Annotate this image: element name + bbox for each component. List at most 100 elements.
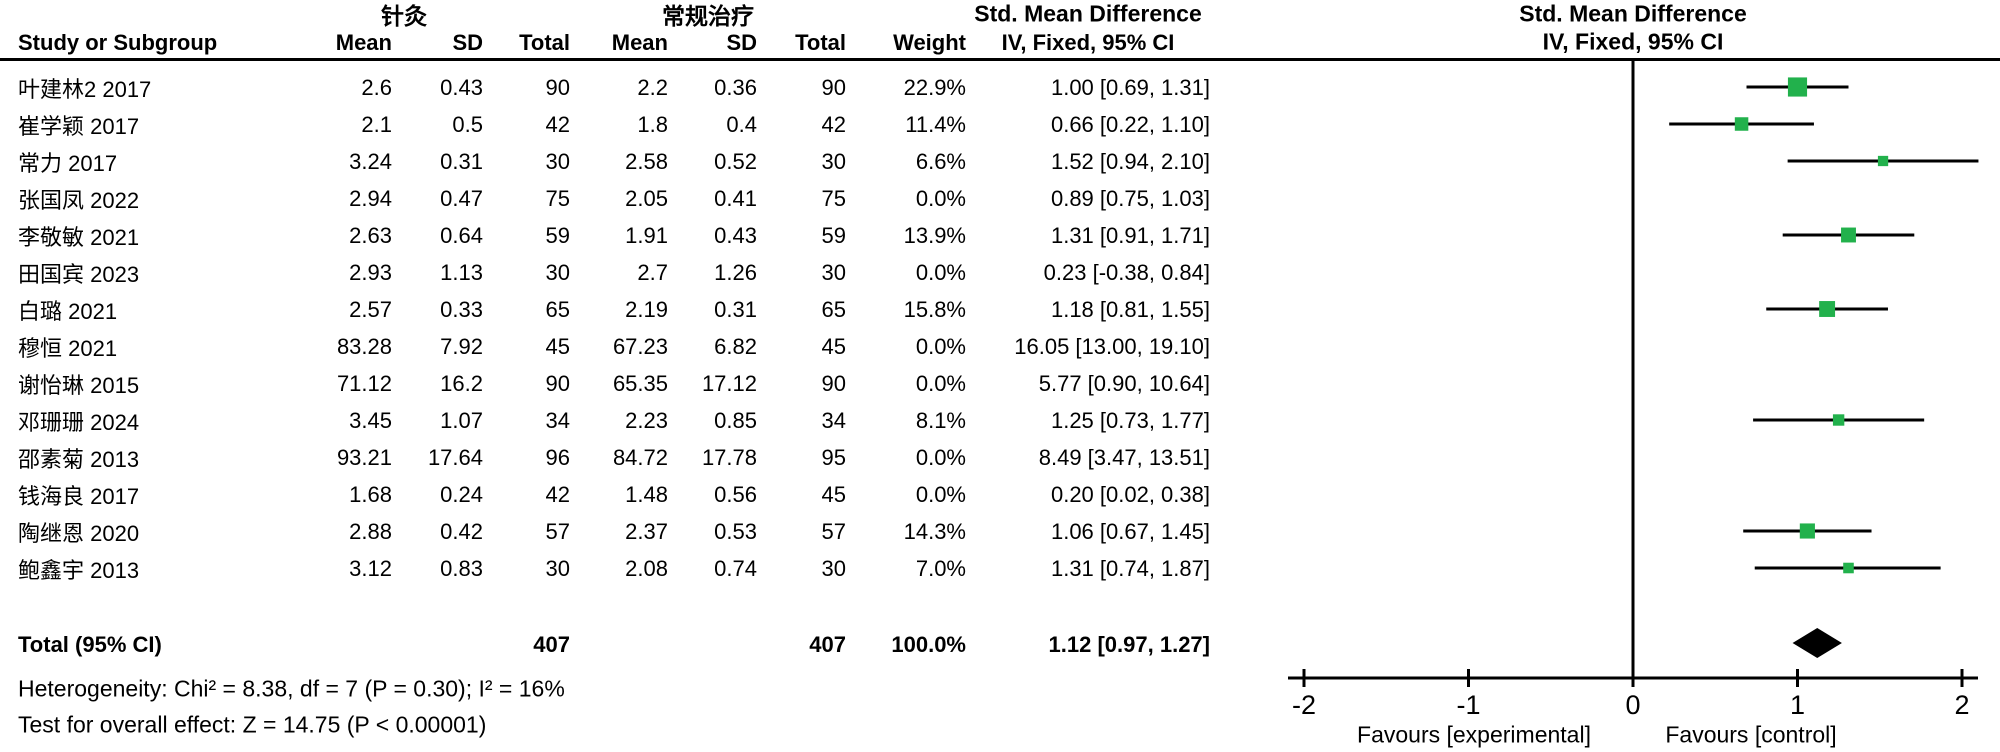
- sd-exp: 0.31: [440, 148, 483, 174]
- mean-exp: 2.1: [361, 111, 392, 137]
- sd-ctrl: 0.74: [714, 555, 757, 581]
- sd-exp: 0.42: [440, 518, 483, 544]
- total-exp: 45: [545, 333, 570, 359]
- mean-ctrl: 1.48: [625, 481, 668, 507]
- study-name: 穆恒 2021: [18, 335, 118, 361]
- mean-exp: 3.24: [349, 148, 392, 174]
- study-row: 张国凤 2022 2.94 0.47 75 2.05 0.41 75 0.0% 0.89 [0.…: [18, 180, 1210, 217]
- study-name: 常力 2017: [18, 150, 118, 176]
- ci-text: 1.52 [0.94, 2.10]: [1050, 148, 1210, 174]
- mean-exp: 2.94: [349, 185, 392, 211]
- total-ctrl-sum: 407: [809, 631, 846, 657]
- effect-square: [1877, 155, 1889, 167]
- column-header-1: Mean: [335, 29, 392, 55]
- mean-ctrl: 84.72: [612, 444, 668, 470]
- weight: 0.0%: [915, 481, 966, 507]
- study-row: 白璐 2021 2.57 0.33 65 2.19 0.31 65 15.8% 1.18 [0.…: [18, 291, 1210, 328]
- axis-tick-label: 0: [1625, 690, 1640, 720]
- mean-ctrl: 1.91: [625, 222, 668, 248]
- total-ctrl: 90: [821, 74, 846, 100]
- mean-ctrl: 67.23: [612, 333, 668, 359]
- axis-tick-label: -2: [1292, 690, 1316, 720]
- control-group-header: 常规治疗: [662, 3, 754, 29]
- total-exp: 65: [545, 296, 570, 322]
- total-label: Total (95% CI): [18, 631, 162, 657]
- sd-ctrl: 17.12: [701, 370, 757, 396]
- sd-exp: 0.83: [440, 555, 483, 581]
- study-name: 崔学颖 2017: [18, 113, 140, 139]
- total-weight: 100.0%: [891, 631, 966, 657]
- favours-experimental-label: Favours [experimental]: [1357, 721, 1591, 748]
- weight: 22.9%: [903, 74, 966, 100]
- study-row: 穆恒 2021 83.28 7.92 45 67.23 6.82 45 0.0% 16.05 […: [18, 328, 1210, 365]
- mean-exp: 2.88: [349, 518, 392, 544]
- weight: 13.9%: [903, 222, 966, 248]
- study-name: 张国凤 2022: [18, 187, 140, 213]
- sd-exp: 0.64: [440, 222, 483, 248]
- overall-effect-text: Test for overall effect: Z = 14.75 (P < …: [18, 711, 487, 738]
- total-exp: 30: [545, 259, 570, 285]
- study-row: 鲍鑫宇 2013 3.12 0.83 30 2.08 0.74 30 7.0% 1.31 [0.…: [18, 550, 1210, 587]
- study-name: 田国宾 2023: [18, 261, 140, 287]
- sd-ctrl: 1.26: [714, 259, 757, 285]
- weight: 0.0%: [915, 185, 966, 211]
- column-header-8: IV, Fixed, 95% CI: [1001, 29, 1175, 55]
- study-row: 邵素菊 2013 93.21 17.64 96 84.72 17.78 95 0.0% 8.49…: [18, 439, 1210, 476]
- study-name: 邓珊珊 2024: [18, 409, 140, 435]
- sd-ctrl: 17.78: [701, 444, 757, 470]
- weight: 0.0%: [915, 444, 966, 470]
- mean-ctrl: 1.8: [637, 111, 668, 137]
- effect-square: [1832, 414, 1845, 426]
- total-ctrl: 30: [821, 259, 846, 285]
- total-ctrl: 45: [821, 333, 846, 359]
- sd-exp: 1.13: [440, 259, 483, 285]
- sd-ctrl: 0.85: [714, 407, 757, 433]
- column-header-4: Mean: [611, 29, 668, 55]
- ci-text: 0.66 [0.22, 1.10]: [1050, 111, 1210, 137]
- column-header-row: Study or Subgroup Mean SD Total Mean SD Total W…: [18, 24, 1210, 61]
- total-ctrl: 57: [821, 518, 846, 544]
- column-header-2: SD: [452, 29, 483, 55]
- study-row: 常力 2017 3.24 0.31 30 2.58 0.52 30 6.6% 1.52 [0.9…: [18, 143, 1210, 180]
- total-row: Total (95% CI) 407 407 100.0% 1.12 [0.97, 1.…: [18, 626, 1210, 663]
- mean-ctrl: 2.2: [637, 74, 668, 100]
- mean-exp: 2.57: [349, 296, 392, 322]
- sd-exp: 7.92: [440, 333, 483, 359]
- header-separator-line: [0, 58, 2000, 61]
- total-ctrl: 59: [821, 222, 846, 248]
- study-name: 钱海良 2017: [18, 483, 140, 509]
- total-ctrl: 42: [821, 111, 846, 137]
- mean-exp: 3.45: [349, 407, 392, 433]
- mean-ctrl: 2.37: [625, 518, 668, 544]
- axis-tick-label: -1: [1456, 690, 1480, 720]
- sd-ctrl: 0.52: [714, 148, 757, 174]
- mean-exp: 3.12: [349, 555, 392, 581]
- total-exp: 34: [545, 407, 570, 433]
- column-header-6: Total: [795, 29, 846, 55]
- study-row: 李敬敏 2021 2.63 0.64 59 1.91 0.43 59 13.9% 1.31 [0…: [18, 217, 1210, 254]
- ci-text: 16.05 [13.00, 19.10]: [1014, 333, 1210, 359]
- total-ctrl: 65: [821, 296, 846, 322]
- total-exp: 30: [545, 148, 570, 174]
- ci-text: 1.31 [0.91, 1.71]: [1050, 222, 1210, 248]
- weight: 0.0%: [915, 333, 966, 359]
- ci-text: 1.06 [0.67, 1.45]: [1050, 518, 1210, 544]
- total-exp: 30: [545, 555, 570, 581]
- mean-exp: 71.12: [336, 370, 392, 396]
- study-name: 鲍鑫宇 2013: [18, 557, 140, 583]
- effect-square: [1819, 301, 1836, 317]
- total-exp-sum: 407: [533, 631, 570, 657]
- total-ctrl: 90: [821, 370, 846, 396]
- sd-ctrl: 0.36: [714, 74, 757, 100]
- ci-text: 0.23 [-0.38, 0.84]: [1043, 259, 1210, 285]
- study-row: 叶建林2 2017 2.6 0.43 90 2.2 0.36 90 22.9% 1.00 [0.…: [18, 69, 1210, 106]
- plot-subtitle: IV, Fixed, 95% CI: [1542, 28, 1724, 55]
- sd-ctrl: 0.43: [714, 222, 757, 248]
- effect-square: [1841, 227, 1856, 243]
- mean-exp: 1.68: [349, 481, 392, 507]
- ci-text: 8.49 [3.47, 13.51]: [1038, 444, 1210, 470]
- ci-text: 1.00 [0.69, 1.31]: [1050, 74, 1210, 100]
- weight: 8.1%: [915, 407, 966, 433]
